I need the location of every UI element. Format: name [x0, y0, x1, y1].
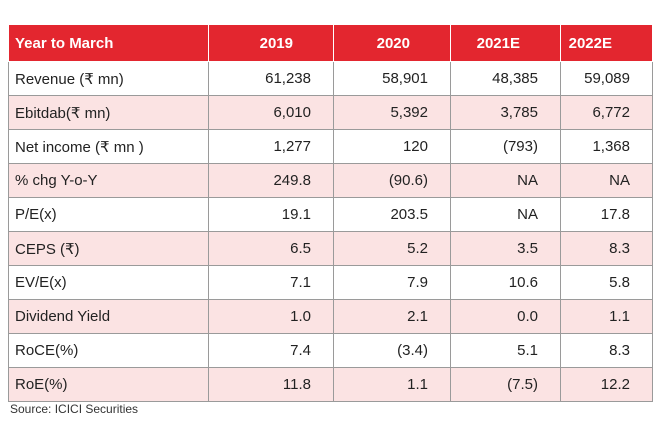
cell: (793) — [450, 129, 561, 164]
cell: 5.1 — [450, 333, 561, 368]
row-label: RoE(%) — [8, 367, 209, 402]
cell: 2.1 — [333, 299, 451, 334]
cell: 12.2 — [560, 367, 653, 402]
table-row: Revenue (₹ mn) 61,238 58,901 48,385 59,089 — [8, 61, 653, 96]
cell: (90.6) — [333, 163, 451, 198]
cell: 58,901 — [333, 61, 451, 96]
cell: 5.8 — [560, 265, 653, 300]
header-cell: 2019 — [208, 24, 334, 62]
cell: 1.1 — [560, 299, 653, 334]
table-row: Dividend Yield 1.0 2.1 0.0 1.1 — [8, 299, 653, 334]
cell: 0.0 — [450, 299, 561, 334]
cell: 6.5 — [208, 231, 334, 266]
cell: 203.5 — [333, 197, 451, 232]
table-row: P/E(x) 19.1 203.5 NA 17.8 — [8, 197, 653, 232]
source-note: Source: ICICI Securities — [10, 402, 139, 416]
cell: 1,368 — [560, 129, 653, 164]
table-row: Net income (₹ mn ) 1,277 120 (793) 1,368 — [8, 129, 653, 164]
cell: 1.0 — [208, 299, 334, 334]
table-body: Revenue (₹ mn) 61,238 58,901 48,385 59,089 Eb… — [8, 61, 653, 402]
cell: 6,010 — [208, 95, 334, 130]
cell: 8.3 — [560, 231, 653, 266]
cell: 3,785 — [450, 95, 561, 130]
cell: 6,772 — [560, 95, 653, 130]
cell: 5,392 — [333, 95, 451, 130]
row-label: P/E(x) — [8, 197, 209, 232]
row-label: Net income (₹ mn ) — [8, 129, 209, 164]
financials-table: Year to March 2019 2020 2021E 2022E Revenue … — [8, 24, 653, 402]
row-label: Dividend Yield — [8, 299, 209, 334]
cell: 1,277 — [208, 129, 334, 164]
header-row: Year to March 2019 2020 2021E 2022E — [8, 24, 653, 62]
table-row: RoE(%) 11.8 1.1 (7.5) 12.2 — [8, 367, 653, 402]
cell: 249.8 — [208, 163, 334, 198]
row-label: EV/E(x) — [8, 265, 209, 300]
cell: 120 — [333, 129, 451, 164]
table-row: CEPS (₹) 6.5 5.2 3.5 8.3 — [8, 231, 653, 266]
header-cell: 2021E — [450, 24, 561, 62]
cell: 59,089 — [560, 61, 653, 96]
cell: 5.2 — [333, 231, 451, 266]
cell: 48,385 — [450, 61, 561, 96]
row-label: Ebitdab(₹ mn) — [8, 95, 209, 130]
header-cell: 2020 — [333, 24, 451, 62]
cell: (7.5) — [450, 367, 561, 402]
row-label: % chg Y-o-Y — [8, 163, 209, 198]
cell: NA — [450, 163, 561, 198]
cell: 11.8 — [208, 367, 334, 402]
cell: 61,238 — [208, 61, 334, 96]
table-row: EV/E(x) 7.1 7.9 10.6 5.8 — [8, 265, 653, 300]
cell: NA — [450, 197, 561, 232]
header-cell: Year to March — [8, 24, 209, 62]
cell: 7.9 — [333, 265, 451, 300]
header-cell: 2022E — [560, 24, 653, 62]
table-row: Ebitdab(₹ mn) 6,010 5,392 3,785 6,772 — [8, 95, 653, 130]
row-label: RoCE(%) — [8, 333, 209, 368]
cell: (3.4) — [333, 333, 451, 368]
row-label: CEPS (₹) — [8, 231, 209, 266]
cell: 7.1 — [208, 265, 334, 300]
cell: 7.4 — [208, 333, 334, 368]
table-row: RoCE(%) 7.4 (3.4) 5.1 8.3 — [8, 333, 653, 368]
cell: 1.1 — [333, 367, 451, 402]
cell: 17.8 — [560, 197, 653, 232]
cell: 10.6 — [450, 265, 561, 300]
cell: 8.3 — [560, 333, 653, 368]
cell: NA — [560, 163, 653, 198]
row-label: Revenue (₹ mn) — [8, 61, 209, 96]
table-row: % chg Y-o-Y 249.8 (90.6) NA NA — [8, 163, 653, 198]
cell: 19.1 — [208, 197, 334, 232]
cell: 3.5 — [450, 231, 561, 266]
